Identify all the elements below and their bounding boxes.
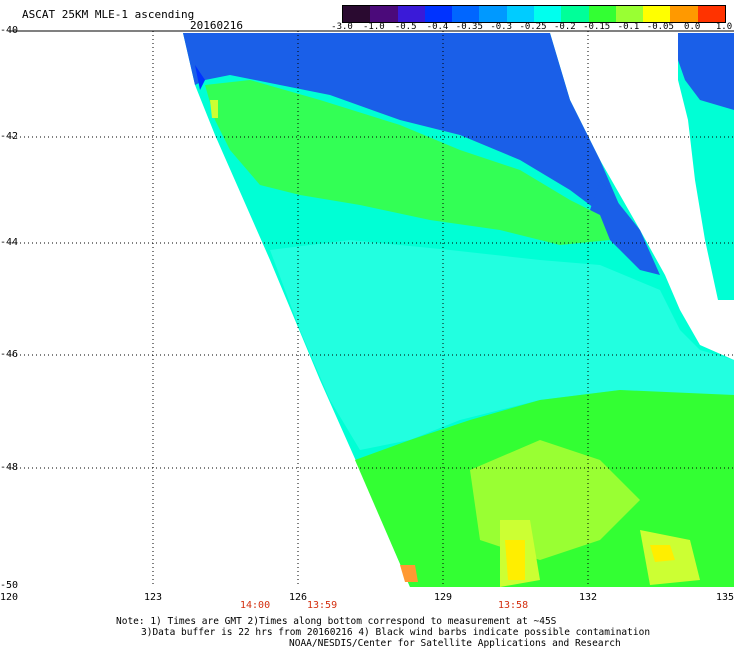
colorbar-swatch	[370, 6, 398, 22]
lon-label: 120	[0, 592, 19, 603]
lon-label: 126	[289, 592, 308, 603]
time-label: 13:58	[498, 600, 529, 611]
colorbar-swatch	[643, 6, 671, 22]
colorbar-tick-label: -0.25	[519, 22, 547, 32]
colorbar-tick-label: -0.05	[646, 22, 674, 32]
colorbar-swatch	[397, 6, 425, 22]
lat-label: -44	[0, 237, 19, 248]
time-label: 14:00	[240, 600, 271, 611]
colorbar-swatch	[479, 6, 507, 22]
colorbar-tick-label: -0.1	[617, 22, 640, 32]
colorbar-tick-label: 1.0	[715, 22, 733, 32]
lon-label: 129	[434, 592, 453, 603]
colorbar-tick-label: 0.0	[684, 22, 701, 32]
product-title: ASCAT 25KM MLE-1 ascending	[22, 8, 195, 21]
graticule	[8, 31, 734, 587]
colorbar-tick-label: -1.0	[362, 22, 385, 32]
colorbar-tick-label: -0.3	[490, 22, 512, 32]
colorbar-tick-labels: -3.0 -1.0 -0.5 -0.4 -0.35 -0.3 -0.25 -0.2 -0.15-…	[0, 22, 740, 36]
colorbar-tick-label: -3.0	[331, 22, 353, 32]
product-date: 20160216	[190, 19, 243, 32]
note-line-3: NOAA/NESDIS/Center for Satellite Applica…	[289, 638, 621, 649]
colorbar-tick-label: -0.15	[583, 22, 611, 32]
colorbar-swatch	[452, 6, 480, 22]
colorbar-swatch	[533, 6, 562, 22]
colorbar-swatch	[343, 6, 371, 22]
lon-label: 132	[579, 592, 598, 603]
lat-label: -48	[0, 462, 19, 473]
note-line-2: 3)Data buffer is 22 hrs from 20160216 4)…	[141, 627, 651, 638]
colorbar-tick-label: -0.2	[553, 22, 576, 32]
colorbar-swatch	[615, 6, 644, 22]
colorbar-tick-label: -0.5	[394, 22, 417, 32]
lon-label: 123	[144, 592, 163, 603]
colorbar-swatch	[697, 6, 725, 22]
colorbar	[342, 5, 726, 23]
colorbar-swatch	[588, 6, 616, 22]
colorbar-swatch	[506, 6, 534, 22]
lon-label: 135	[716, 592, 735, 603]
swath-green-upper	[205, 80, 610, 245]
time-label: 13:59	[307, 600, 338, 611]
colorbar-swatch	[424, 6, 453, 22]
colorbar-swatch	[561, 6, 589, 22]
lat-label: -40	[0, 25, 19, 36]
lat-label: -42	[0, 131, 19, 142]
lat-label: -46	[0, 349, 19, 360]
note-line-1: Note: 1) Times are GMT 2)Times along bot…	[116, 616, 557, 627]
lat-label: -50	[0, 580, 19, 591]
swath-blue-region	[183, 33, 630, 230]
colorbar-tick-label: -0.35	[455, 22, 483, 32]
colorbar-tick-label: -0.4	[426, 22, 449, 32]
colorbar-swatch	[670, 6, 698, 22]
